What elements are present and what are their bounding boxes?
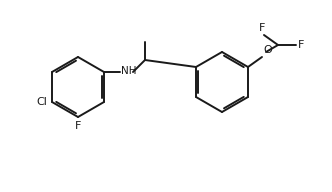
Text: O: O	[263, 45, 272, 55]
Text: NH: NH	[121, 66, 136, 76]
Text: F: F	[75, 121, 81, 131]
Text: F: F	[298, 40, 304, 50]
Text: Cl: Cl	[36, 97, 47, 107]
Text: F: F	[259, 23, 265, 33]
